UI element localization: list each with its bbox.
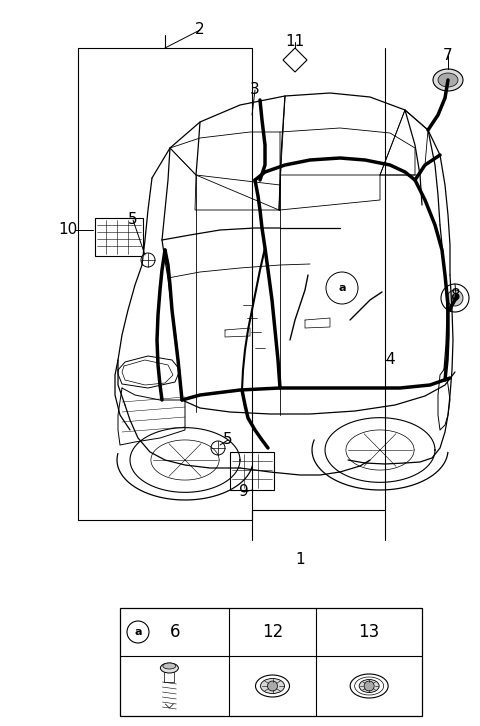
Bar: [120, 608, 422, 716]
Circle shape: [326, 272, 358, 304]
Circle shape: [267, 681, 277, 691]
Ellipse shape: [255, 675, 289, 697]
Circle shape: [141, 253, 155, 267]
Text: 6: 6: [170, 623, 180, 641]
Text: 9: 9: [239, 484, 249, 499]
Ellipse shape: [433, 69, 463, 91]
Text: 4: 4: [385, 353, 395, 367]
Text: 5: 5: [128, 213, 138, 227]
Circle shape: [364, 681, 374, 691]
Circle shape: [441, 284, 469, 312]
Bar: [95, 218, 143, 256]
Ellipse shape: [350, 674, 388, 698]
Ellipse shape: [355, 677, 384, 695]
Ellipse shape: [163, 663, 176, 669]
Ellipse shape: [438, 73, 458, 87]
Text: 1: 1: [295, 552, 305, 568]
Text: a: a: [134, 627, 142, 637]
Text: 12: 12: [262, 623, 283, 641]
Text: 10: 10: [59, 222, 78, 237]
Ellipse shape: [359, 680, 379, 693]
Circle shape: [127, 621, 149, 643]
Text: 13: 13: [359, 623, 380, 641]
Text: 7: 7: [443, 47, 453, 62]
Circle shape: [452, 295, 458, 301]
Ellipse shape: [160, 663, 179, 673]
Text: 3: 3: [250, 83, 260, 97]
Text: 5: 5: [223, 433, 233, 447]
Text: a: a: [338, 283, 346, 293]
Text: 8: 8: [451, 287, 461, 303]
Ellipse shape: [261, 679, 285, 693]
Circle shape: [447, 290, 463, 306]
Circle shape: [211, 441, 225, 455]
Bar: [230, 452, 274, 490]
Polygon shape: [283, 48, 307, 72]
Text: 2: 2: [195, 23, 205, 38]
Text: 11: 11: [286, 35, 305, 49]
